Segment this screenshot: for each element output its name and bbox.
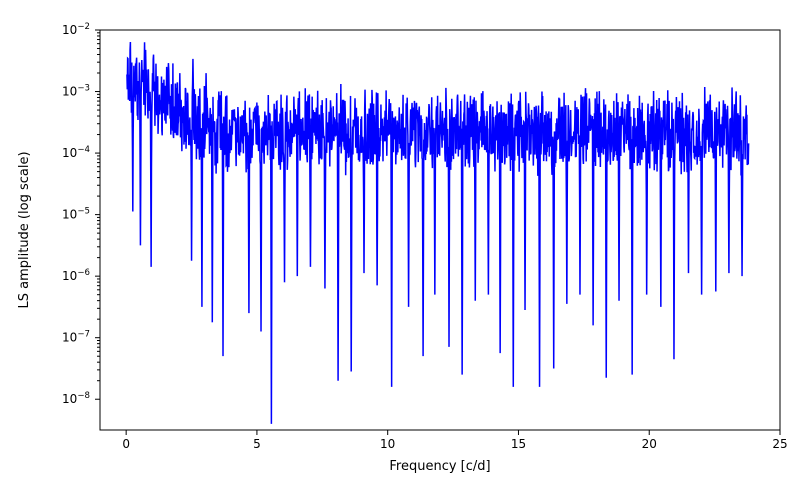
y-tick-label: 10−7 <box>62 330 90 345</box>
y-tick-label: 10−8 <box>62 391 90 406</box>
y-tick-label: 10−2 <box>62 22 90 37</box>
y-tick-label: 10−3 <box>62 84 90 99</box>
y-tick-label: 10−4 <box>62 145 90 160</box>
chart-container: 0 5 10 15 20 25 10−8 10−7 10−6 10−5 10−4 10−3 10−2 Fr… <box>0 0 800 500</box>
y-axis-label: LS amplitude (log scale) <box>17 151 32 308</box>
x-tick-label: 15 <box>511 437 526 451</box>
y-tick-label: 10−5 <box>62 207 90 222</box>
x-tick-label: 5 <box>253 437 261 451</box>
x-axis-label: Frequency [c/d] <box>389 459 490 474</box>
y-tick-label: 10−6 <box>62 268 90 283</box>
x-tick-label: 0 <box>122 437 130 451</box>
periodogram-chart: 0 5 10 15 20 25 10−8 10−7 10−6 10−5 10−4 10−3 10−2 Fr… <box>0 0 800 500</box>
x-tick-label: 10 <box>380 437 395 451</box>
x-tick-label: 20 <box>642 437 657 451</box>
x-tick-label: 25 <box>772 437 787 451</box>
periodogram-line <box>127 42 749 424</box>
